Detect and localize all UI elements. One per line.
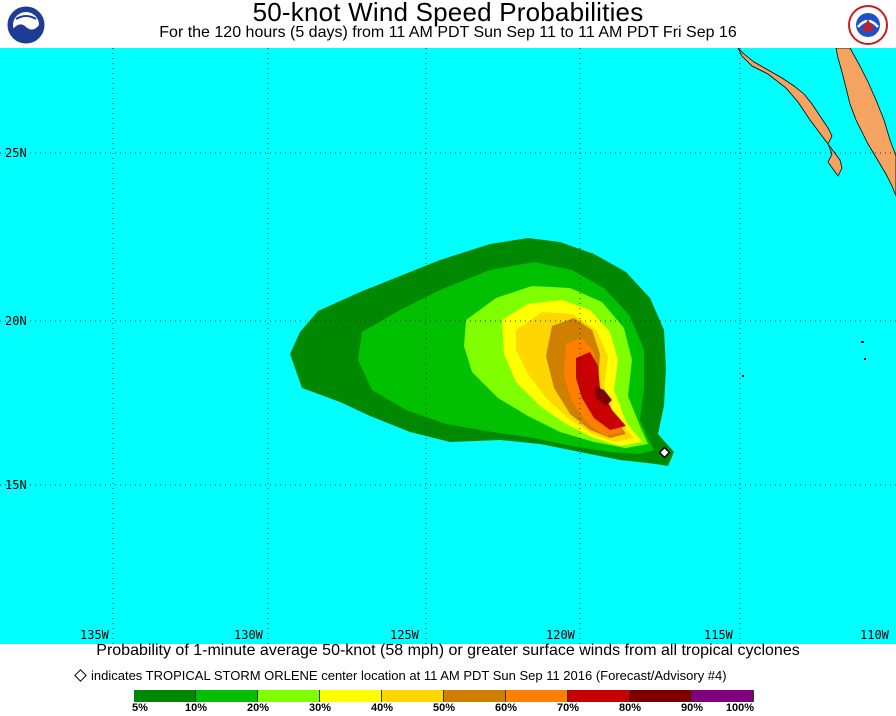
legend-swatch <box>568 690 630 702</box>
noaa-logo <box>6 5 46 45</box>
legend-swatch <box>320 690 382 702</box>
lat-label-15n: 15N <box>5 478 27 492</box>
map-caption: Probability of 1-minute average 50-knot … <box>96 642 800 659</box>
legend-label: 90% <box>680 702 704 714</box>
legend-label: 80% <box>618 702 642 714</box>
storm-center-marker <box>658 446 671 459</box>
lon-label-135w: 135W <box>80 628 110 642</box>
legend-label: 60% <box>494 702 518 714</box>
lon-label-125w: 125W <box>390 628 420 642</box>
diamond-icon <box>74 669 87 682</box>
national-weather-service-logo <box>848 5 888 45</box>
legend-swatch <box>196 690 258 702</box>
legend-label: 20% <box>246 702 270 714</box>
legend-label: 30% <box>308 702 332 714</box>
color-legend <box>134 690 754 702</box>
probability-map: 25N 20N 15N 135W 130W 125W 120W 115W 110… <box>0 48 896 644</box>
legend-swatch <box>506 690 568 702</box>
legend-label: 70% <box>556 702 580 714</box>
legend-label: 40% <box>370 702 394 714</box>
island-3 <box>742 375 744 377</box>
legend-label: 5% <box>132 702 148 714</box>
legend-swatch <box>134 690 196 702</box>
contour-80-percent <box>594 386 612 406</box>
lon-label-110w: 110W <box>860 628 890 642</box>
marker-note: indicates TROPICAL STORM ORLENE center l… <box>74 668 727 683</box>
baja-california-landmass <box>737 48 896 197</box>
legend-label: 10% <box>184 702 208 714</box>
lon-label-115w: 115W <box>704 628 734 642</box>
legend-swatch <box>258 690 320 702</box>
page-title: 50-knot Wind Speed Probabilities <box>252 0 644 27</box>
legend-swatch <box>382 690 444 702</box>
marker-note-text: indicates TROPICAL STORM ORLENE center l… <box>91 668 727 683</box>
page-subtitle: For the 120 hours (5 days) from 11 AM PD… <box>159 24 737 41</box>
lat-label-20n: 20N <box>5 314 27 328</box>
lat-label-25n: 25N <box>5 146 27 160</box>
probability-contours <box>290 238 674 466</box>
lon-label-120w: 120W <box>546 628 576 642</box>
legend-swatch <box>692 690 754 702</box>
legend-label: 50% <box>432 702 456 714</box>
island-2 <box>864 358 866 360</box>
legend-swatch <box>444 690 506 702</box>
footer: Probability of 1-minute average 50-knot … <box>0 642 896 716</box>
header: 50-knot Wind Speed Probabilities For the… <box>0 0 896 48</box>
lon-label-130w: 130W <box>234 628 264 642</box>
legend-label: 100% <box>725 702 755 714</box>
legend-swatch <box>630 690 692 702</box>
island-1 <box>861 341 864 343</box>
legend-labels: 5% 10% 20% 30% 40% 50% 60% 70% 80% 90% 100% <box>0 702 896 716</box>
